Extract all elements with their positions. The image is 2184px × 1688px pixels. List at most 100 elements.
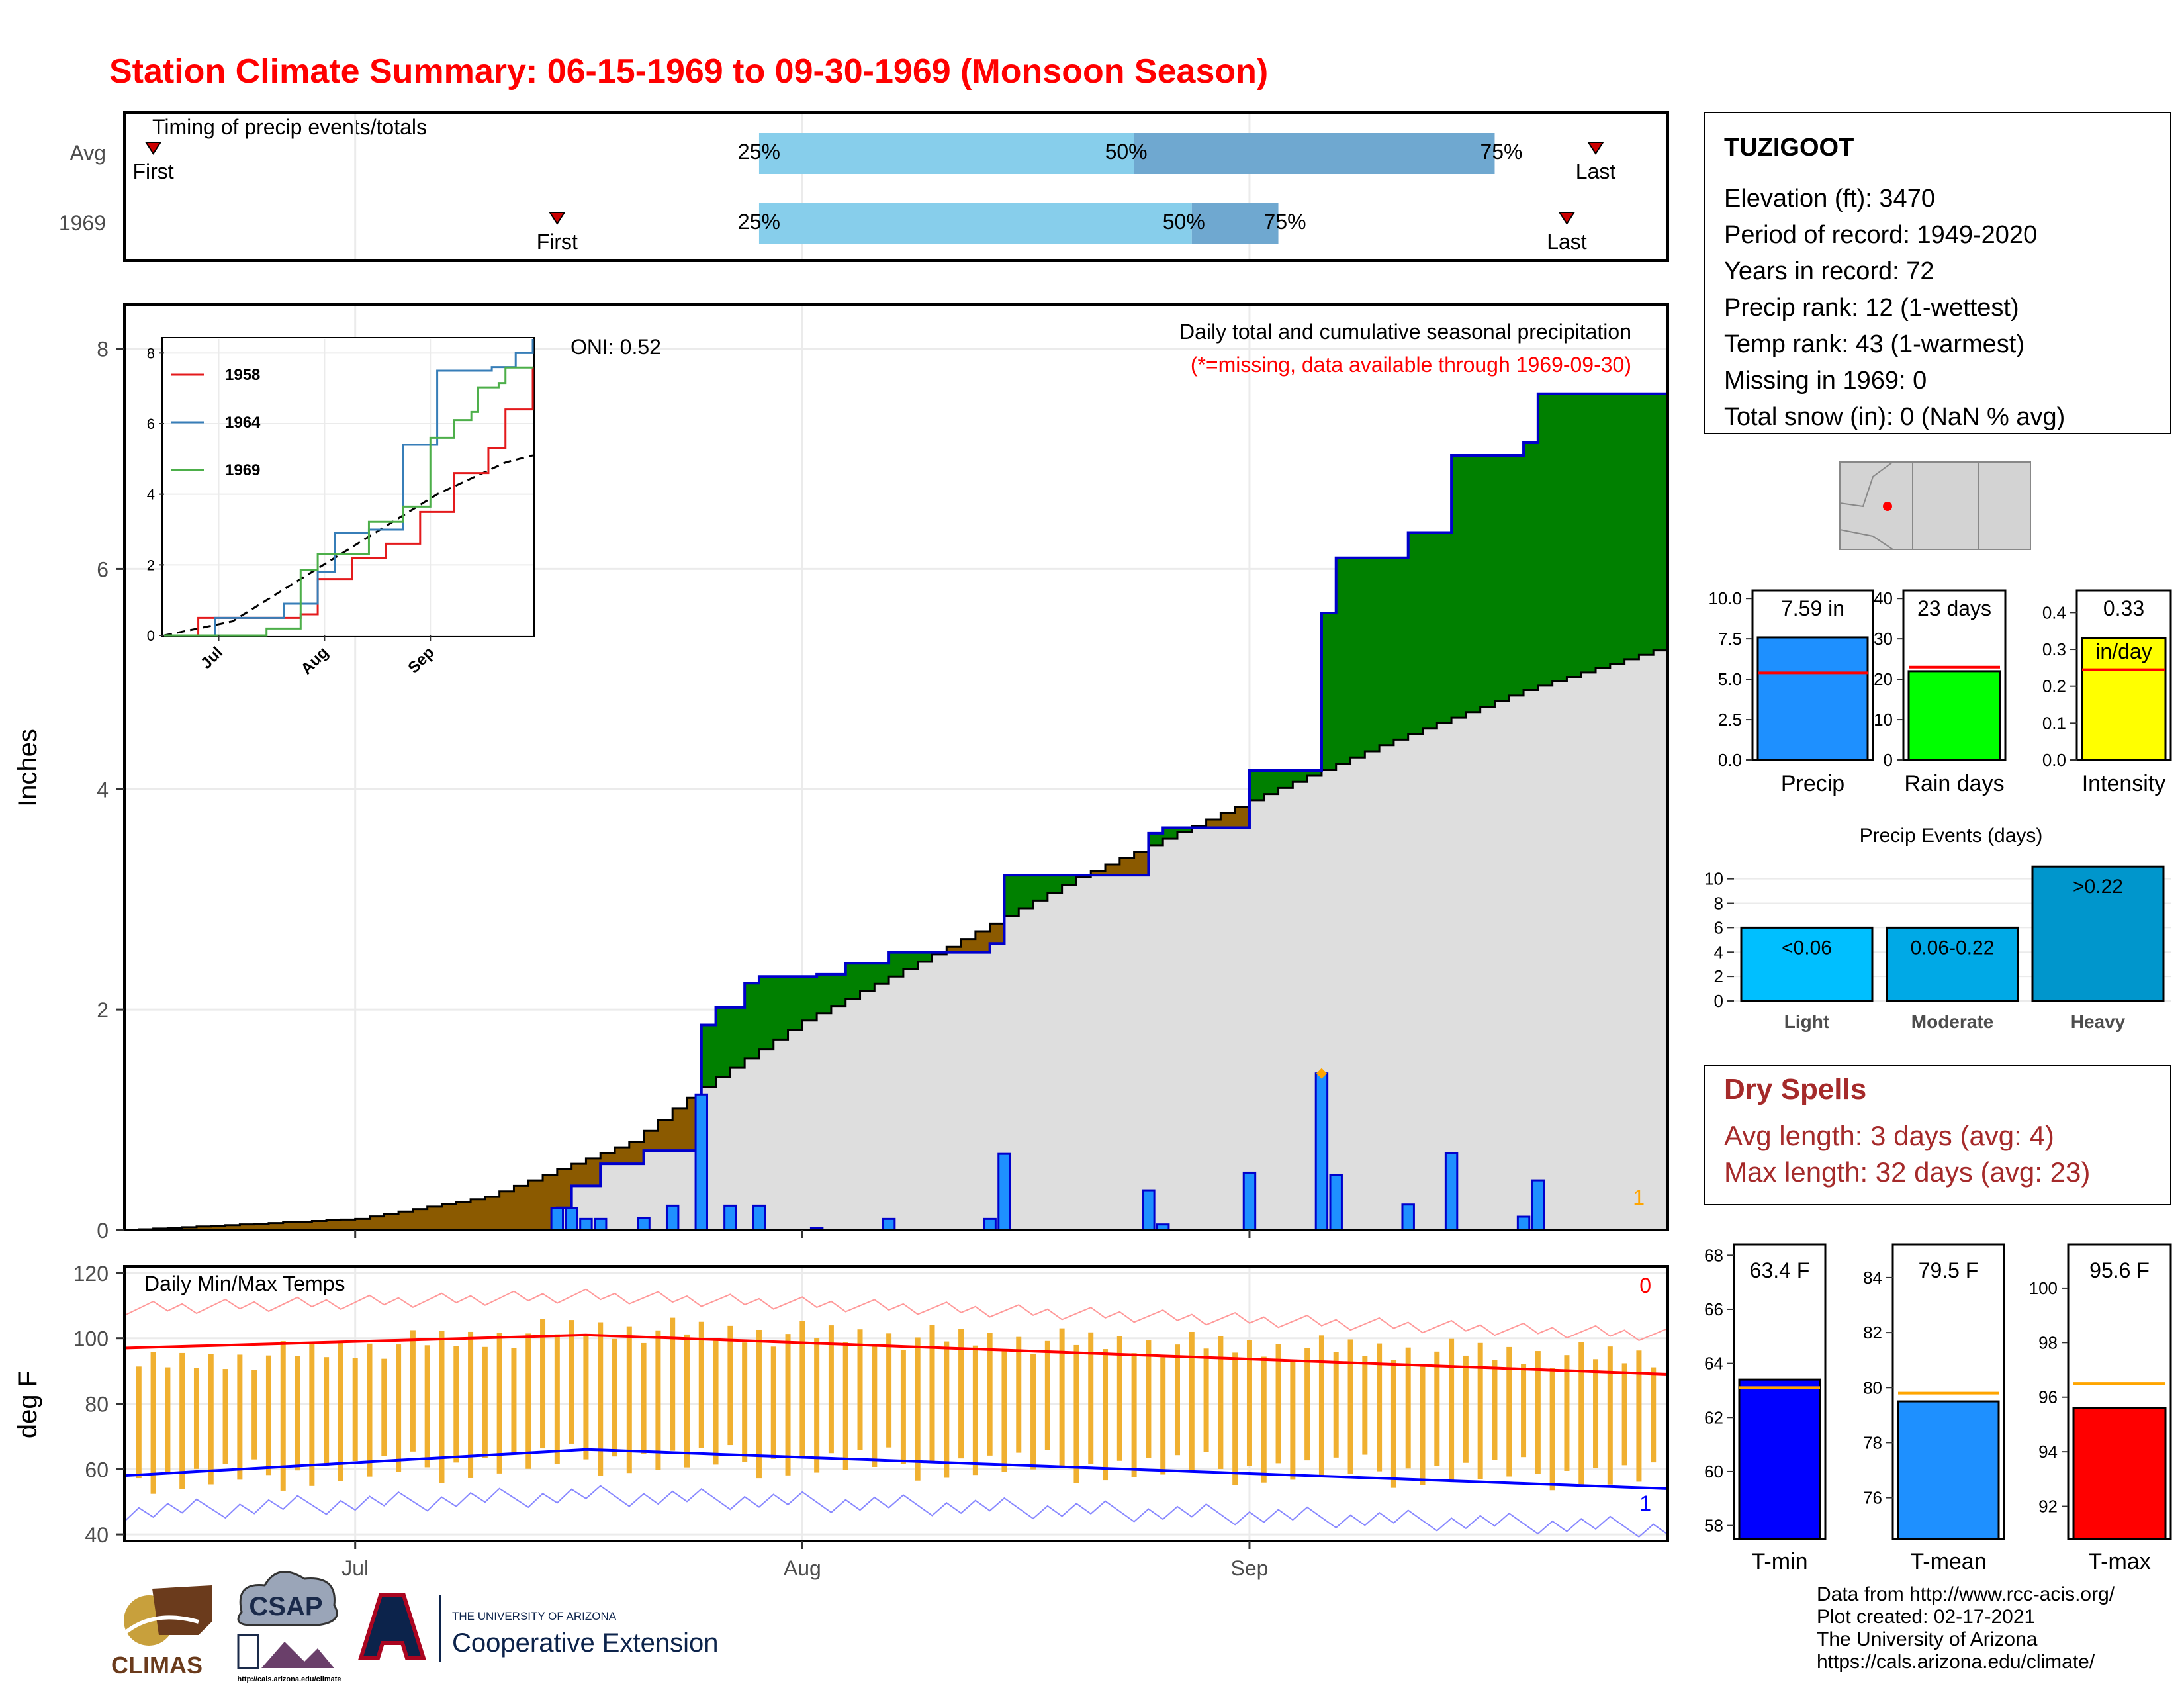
temp-summary-ytick-label-tmin-3: 64 <box>1704 1354 1723 1374</box>
avg-cumulative-area <box>124 645 1668 1230</box>
daily-temp-range-bar-58 <box>958 1329 964 1459</box>
temp-summary-ytick-label-tmin-0: 58 <box>1704 1516 1723 1536</box>
dry-spells-frame <box>1704 1065 2171 1205</box>
daily-temp-range-bar-68 <box>1103 1349 1109 1481</box>
daily-temp-range-bar-101 <box>1578 1342 1584 1487</box>
daily-precip-bar-10 <box>882 1217 896 1231</box>
daily-temp-range-bar-34 <box>612 1338 618 1457</box>
daily-temp-range-bar-41 <box>713 1338 719 1465</box>
daily-temp-range-bar-72 <box>1160 1357 1166 1475</box>
temp-summary-bars: 63.4 F 58 60 62 64 66 68 T-min 79.5 F 76 78 80 82 84 T… <box>1704 1243 2172 1574</box>
events-bar-label-Heavy: >0.22 <box>2073 876 2123 898</box>
temp-summary-bar-tmean <box>1897 1400 2000 1540</box>
daily-temp-range-bar-61 <box>1001 1349 1007 1472</box>
timing-marker-last-1969 <box>1558 212 1576 225</box>
daily-temp-range-bar-14 <box>324 1357 330 1466</box>
record-low-line <box>124 1485 1668 1538</box>
ua-small-wordmark: THE UNIVERSITY OF ARIZONA <box>452 1610 617 1622</box>
summary-value-precip: 7.59 in <box>1781 596 1844 620</box>
temp-summary-ytick-label-tmax-1: 94 <box>2038 1442 2058 1462</box>
daily-temp-range-bar-51 <box>857 1329 863 1450</box>
daily-temp-range-bar-99 <box>1549 1368 1555 1491</box>
csap-mountain-icon <box>261 1642 334 1668</box>
timing-marker-first-avg <box>144 142 162 155</box>
temp-xtick-label-0: Jul <box>341 1556 369 1580</box>
summary-bar-precip <box>1756 636 1869 761</box>
daily-temp-range-bar-93 <box>1463 1355 1469 1463</box>
station-period: Period of record: 1949-2020 <box>1724 221 2037 249</box>
temp-summary-value-tmax: 95.6 F <box>2089 1258 2150 1282</box>
daily-precip-bar-19 <box>1444 1152 1459 1231</box>
summary-label-precip: Precip <box>1781 771 1844 796</box>
daily-temp-range-bar-19 <box>396 1344 402 1472</box>
daily-precip-bar-11 <box>983 1217 997 1231</box>
daily-temp-range-bar-2 <box>150 1352 156 1494</box>
events-ytick-label-5: 10 <box>1704 869 1723 889</box>
events-ytick-label-1: 2 <box>1714 966 1723 986</box>
daily-temp-range-bar-66 <box>1073 1344 1079 1483</box>
daily-temp-range-bar-28 <box>525 1333 531 1469</box>
daily-precip-bar-15 <box>1242 1171 1257 1231</box>
daily-temp-range-bar-20 <box>410 1330 416 1452</box>
credit-data-source: Data from http://www.rcc-acis.org/ <box>1817 1583 2115 1605</box>
events-title: Precip Events (days) <box>1860 825 2043 847</box>
daily-temp-range-bar-73 <box>1174 1344 1180 1456</box>
daily-temp-range-bar-77 <box>1232 1352 1238 1485</box>
daily-temp-range-bar-76 <box>1218 1336 1224 1469</box>
daily-temp-range-bar-31 <box>569 1320 574 1444</box>
daily-temp-range-bar-98 <box>1535 1351 1541 1474</box>
daily-temp-range-bar-52 <box>872 1346 878 1467</box>
precip-events-chart: Precip Events (days) 0 2 4 6 8 10 <0.06 Light 0.… <box>1704 825 2171 1032</box>
oni-label: ONI: 0.52 <box>570 335 661 359</box>
daily-temp-range-bar-84 <box>1333 1352 1339 1458</box>
station-name: TUZIGOOT <box>1724 134 1854 162</box>
temp-summary-ytick-label-tmax-3: 98 <box>2038 1333 2058 1352</box>
events-bar-label-Light: <0.06 <box>1782 937 1832 959</box>
temp-summary-value-tmean: 79.5 F <box>1919 1258 1979 1282</box>
daily-temp-range-bar-103 <box>1607 1346 1613 1485</box>
daily-temp-range-bar-106 <box>1651 1367 1657 1463</box>
summary-ytick-label-rain_days-3: 30 <box>1874 629 1893 649</box>
daily-temp-range-bar-27 <box>511 1348 517 1454</box>
daily-temp-range-bar-54 <box>900 1350 906 1464</box>
temp-summary-label-tmax: T-max <box>2088 1549 2150 1574</box>
daily-precip-bar-6 <box>694 1093 708 1231</box>
daily-precip-bar-2 <box>579 1217 593 1231</box>
daily-temp-range-bar-64 <box>1044 1340 1050 1450</box>
events-bar-Heavy <box>2031 865 2165 1002</box>
timing-label-first-1969: First <box>537 230 578 254</box>
daily-temp-range-bar-48 <box>814 1338 820 1473</box>
timing-bar-upper-1969 <box>1191 203 1279 244</box>
map-region <box>1839 461 2031 550</box>
daily-temp-range-bar-45 <box>770 1346 776 1459</box>
daily-temp-range-bar-3 <box>165 1367 171 1474</box>
timing-marker-last-avg <box>1587 142 1604 155</box>
summary-ytick-label-rain_days-0: 0 <box>1884 750 1893 770</box>
daily-temp-range-bar-71 <box>1146 1340 1152 1458</box>
events-bar-Moderate <box>1886 926 2019 1002</box>
daily-temp-range-bar-6 <box>208 1354 214 1485</box>
daily-temp-range-bar-1 <box>136 1366 142 1479</box>
summary-value-unit-intensity: in/day <box>2095 639 2152 663</box>
timing-label-25-1969: 25% <box>738 210 780 234</box>
precip-ytick-label-2: 4 <box>97 778 109 802</box>
daily-temp-range-bar-88 <box>1390 1360 1396 1488</box>
temp-summary-ytick-label-tmin-1: 60 <box>1704 1462 1723 1481</box>
max-daily-marker <box>1316 1068 1327 1079</box>
timing-label: Timing of precip events/totals <box>152 115 427 139</box>
events-ytick-label-2: 4 <box>1714 942 1723 962</box>
daily-temp-range-bar-78 <box>1246 1340 1252 1466</box>
daily-temp-range-bar-74 <box>1189 1331 1195 1472</box>
daily-temp-range-bar-11 <box>280 1341 286 1491</box>
daily-temp-range-bar-94 <box>1477 1342 1483 1479</box>
daily-temp-range-bar-90 <box>1420 1364 1426 1485</box>
daily-temp-range-bar-80 <box>1275 1344 1281 1464</box>
station-frame <box>1704 112 2171 434</box>
climas-region-icon <box>152 1585 212 1635</box>
daily-precip-bar-16 <box>1314 1072 1329 1231</box>
daily-precip-bar-21 <box>1531 1179 1545 1231</box>
arizona-a-icon <box>357 1593 427 1660</box>
daily-precip-bar-1 <box>565 1207 578 1231</box>
daily-temp-range-bar-10 <box>265 1355 271 1476</box>
